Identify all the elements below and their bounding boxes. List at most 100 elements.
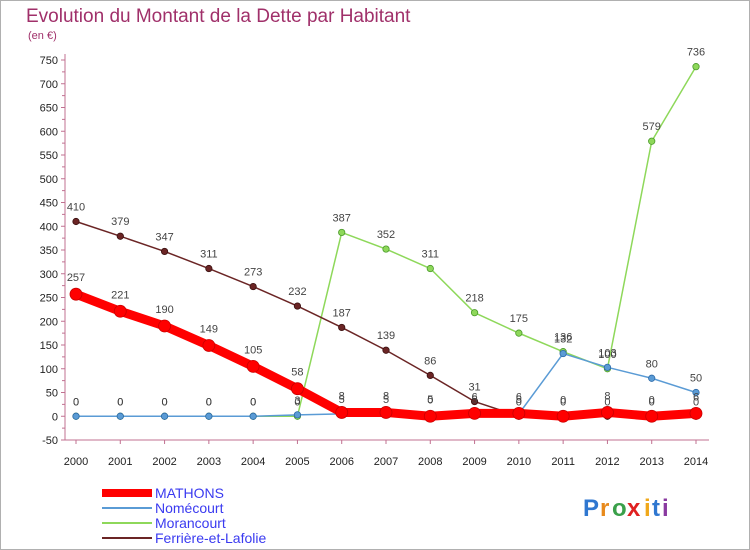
data-label: 0 (560, 396, 566, 408)
data-label: 387 (333, 212, 351, 224)
data-point (160, 412, 169, 420)
data-label: 86 (424, 355, 436, 367)
data-point (293, 411, 302, 419)
x-tick-label: 2000 (64, 456, 88, 468)
x-tick-label: 2003 (197, 456, 221, 468)
data-point (470, 397, 479, 406)
logo-letter: o (612, 495, 627, 522)
y-tick-label: 400 (40, 221, 58, 233)
x-tick-label: 2006 (329, 456, 353, 468)
chart-subtitle: (en €) (28, 30, 57, 42)
data-label: 58 (291, 367, 303, 379)
data-label: 5 (383, 394, 389, 406)
data-label: 0 (250, 396, 256, 408)
data-label: 0 (604, 396, 610, 408)
legend-label: Ferrière-et-Lafolie (155, 530, 266, 546)
data-label: 0 (294, 396, 300, 408)
y-tick-label: 200 (40, 316, 58, 328)
data-label: 132 (554, 334, 572, 346)
y-tick-label: 150 (40, 340, 58, 352)
x-tick-label: 2007 (374, 456, 398, 468)
logo-letter: i (644, 495, 651, 522)
data-point (426, 264, 434, 273)
data-point (556, 409, 570, 423)
logo-letter: t (652, 495, 660, 522)
data-label: 0 (560, 394, 566, 406)
data-label: 80 (646, 358, 658, 370)
data-label: 50 (690, 373, 702, 385)
data-label: 579 (643, 121, 661, 133)
data-label: 3 (294, 395, 300, 407)
data-point (338, 228, 346, 237)
data-point (645, 409, 659, 423)
data-point (249, 412, 257, 420)
data-label: 257 (67, 272, 85, 284)
data-point (382, 346, 390, 354)
y-tick-label: 700 (40, 79, 58, 91)
x-tick-label: 2008 (418, 456, 442, 468)
x-tick-label: 2005 (285, 456, 309, 468)
data-label: 8 (339, 390, 345, 402)
x-tick-label: 2001 (108, 456, 132, 468)
y-tick-label: 300 (40, 269, 58, 281)
data-label: 175 (510, 313, 528, 325)
data-label: 0 (117, 396, 123, 408)
data-label: 0 (427, 394, 433, 406)
data-label: 5 (516, 394, 522, 406)
data-label: 187 (333, 307, 351, 319)
data-point (382, 245, 390, 253)
data-point (468, 406, 481, 420)
data-point (205, 412, 213, 420)
data-point (69, 287, 83, 301)
data-point (158, 319, 171, 333)
data-point (692, 63, 700, 71)
data-point (379, 406, 393, 419)
y-tick-label: 500 (40, 174, 58, 186)
data-label: 6 (472, 391, 478, 403)
x-tick-label: 2012 (595, 456, 619, 468)
y-tick-label: 0 (52, 411, 58, 423)
data-label: 311 (422, 249, 440, 261)
data-point (512, 406, 526, 420)
data-point (249, 282, 257, 291)
data-point (648, 137, 656, 145)
data-point (338, 323, 346, 332)
logo-letter: x (627, 495, 641, 522)
data-point (335, 406, 349, 419)
y-tick-label: 50 (46, 388, 58, 400)
data-point (202, 339, 216, 352)
data-label: 5 (427, 394, 433, 406)
data-label: 105 (244, 344, 262, 356)
data-point (205, 264, 213, 273)
logo-letter: P (583, 495, 599, 522)
data-point (559, 349, 567, 358)
data-label: 218 (465, 293, 483, 305)
data-point (113, 304, 127, 318)
logo-letter: r (600, 495, 609, 522)
data-label: 0 (117, 396, 123, 408)
data-label: 273 (244, 267, 262, 279)
data-label: 0 (516, 396, 522, 408)
data-point (648, 374, 656, 382)
data-point (291, 382, 304, 396)
axes: -500501001502002503003504004505005506006… (40, 54, 709, 468)
data-label: 311 (200, 249, 218, 261)
data-label: 6 (516, 391, 522, 403)
data-label: 0 (162, 396, 168, 408)
data-label: 100 (598, 349, 616, 361)
data-point (293, 302, 302, 310)
data-label: 8 (383, 390, 389, 402)
data-label: 379 (111, 216, 129, 228)
data-label: 0 (73, 396, 79, 408)
data-point (470, 309, 479, 317)
data-label: 139 (377, 330, 395, 342)
data-label: 0 (649, 394, 655, 406)
data-point (603, 363, 612, 371)
data-label: 0 (73, 396, 79, 408)
data-point (116, 412, 124, 420)
data-point (246, 359, 260, 373)
data-point (72, 217, 80, 226)
